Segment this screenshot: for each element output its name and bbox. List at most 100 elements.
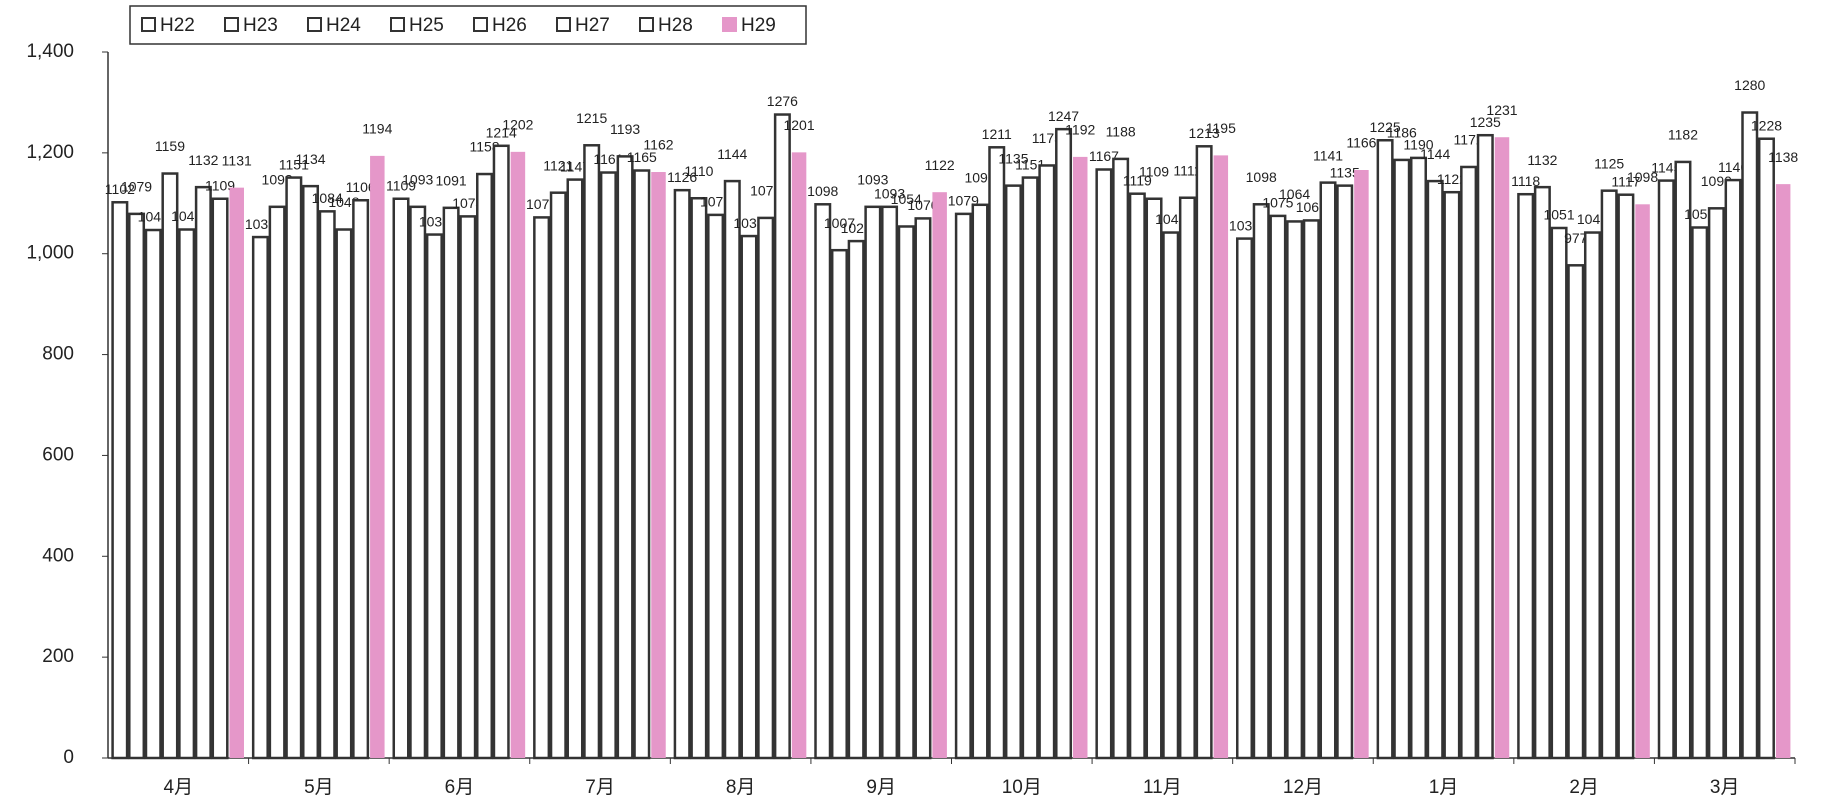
- legend-swatch: [141, 17, 156, 32]
- data-label: 1235: [1470, 114, 1501, 130]
- bar: [335, 228, 353, 760]
- data-label: 1172: [1454, 132, 1484, 148]
- data-label: 1195: [1206, 120, 1236, 136]
- bar: [1286, 220, 1304, 760]
- data-label: 1098: [1246, 169, 1277, 185]
- data-label: 1109: [386, 177, 416, 193]
- data-label: 1025: [841, 220, 872, 236]
- data-label: 1106: [346, 179, 376, 195]
- bar: [302, 184, 320, 760]
- bar: [370, 155, 385, 758]
- y-tick-label: 1,200: [26, 142, 74, 163]
- bar: [1128, 192, 1146, 760]
- bar: [1004, 184, 1022, 760]
- bar: [285, 176, 303, 760]
- bar: [1707, 207, 1725, 760]
- data-label: 1093: [402, 172, 433, 188]
- data-label: 1035: [733, 215, 764, 231]
- legend-swatch: [556, 17, 571, 32]
- data-label: 1158: [469, 139, 499, 155]
- bar: [425, 233, 443, 760]
- bar: [1517, 192, 1535, 760]
- data-label: 1215: [576, 110, 607, 126]
- bar: [723, 179, 741, 760]
- bar: [268, 205, 286, 760]
- bar: [1617, 193, 1635, 760]
- data-label: 1162: [643, 137, 673, 153]
- bar: [566, 178, 584, 760]
- x-tick-label: 2月: [1569, 777, 1599, 798]
- data-label: 1146: [1718, 159, 1748, 175]
- bar: [1674, 160, 1692, 760]
- bar: [1354, 170, 1369, 758]
- bar: [1724, 178, 1742, 760]
- data-label: 1071: [750, 183, 781, 199]
- bar: [1657, 179, 1675, 760]
- bar: [161, 172, 179, 760]
- legend-label: H27: [575, 15, 610, 36]
- bar: [1269, 214, 1287, 760]
- bar: [1162, 231, 1180, 760]
- bar: [971, 203, 989, 760]
- data-label: 1132: [1527, 152, 1557, 168]
- legend-swatch: [224, 17, 239, 32]
- bar: [194, 185, 212, 760]
- bar: [1757, 137, 1775, 760]
- legend-label: H22: [160, 15, 195, 36]
- data-label: 1054: [891, 191, 922, 207]
- legend-swatch: [639, 17, 654, 32]
- bar: [211, 197, 229, 760]
- legend-label: H23: [243, 15, 278, 36]
- bar: [757, 216, 775, 760]
- bar: [1195, 145, 1213, 760]
- bar: [392, 197, 410, 760]
- data-label: 1161: [593, 151, 623, 167]
- data-label: 1093: [857, 172, 888, 188]
- data-label: 1109: [1139, 163, 1169, 179]
- data-label: 1077: [700, 194, 731, 210]
- data-label: 1190: [1403, 137, 1433, 153]
- data-label: 1051: [1543, 207, 1574, 223]
- data-label: 1030: [1229, 217, 1260, 233]
- data-label: 1231: [1486, 102, 1517, 118]
- bar: [599, 171, 617, 760]
- bar: [1426, 179, 1444, 760]
- bar: [1494, 137, 1510, 758]
- data-label: 1048: [328, 194, 359, 210]
- data-label: 1159: [155, 138, 185, 154]
- bar: [1583, 231, 1601, 760]
- bar: [1775, 184, 1791, 758]
- x-tick-label: 3月: [1710, 777, 1740, 798]
- data-label: 1141: [1313, 147, 1343, 163]
- bar: [1055, 127, 1073, 760]
- data-label: 1280: [1734, 77, 1765, 93]
- bar: [318, 210, 336, 760]
- data-label: 1064: [1279, 186, 1310, 202]
- bar: [1038, 164, 1056, 760]
- x-tick-label: 11月: [1143, 777, 1182, 798]
- data-label: 1151: [1015, 156, 1045, 172]
- bar: [229, 187, 244, 759]
- data-label: 1098: [1627, 169, 1658, 185]
- bar: [1302, 219, 1320, 760]
- x-tick-label: 12月: [1283, 777, 1323, 798]
- bar: [442, 206, 460, 760]
- data-label: 1144: [717, 146, 747, 162]
- bar: [1376, 139, 1394, 760]
- data-label: 1007: [824, 215, 855, 231]
- bar: [881, 205, 899, 760]
- x-tick-label: 7月: [585, 777, 615, 798]
- data-label: 1228: [1751, 117, 1782, 133]
- bar: [459, 215, 477, 760]
- data-label: 1138: [1768, 149, 1798, 165]
- data-label: 1144: [1420, 146, 1450, 162]
- bar: [932, 192, 947, 759]
- data-label: 1079: [948, 193, 979, 209]
- data-label: 1098: [807, 183, 838, 199]
- bar: [690, 196, 708, 760]
- bar: [616, 155, 634, 760]
- data-label: 1110: [684, 163, 713, 179]
- bar: [1178, 196, 1196, 760]
- data-label: 1165: [627, 149, 657, 165]
- data-label: 1042: [1155, 211, 1186, 227]
